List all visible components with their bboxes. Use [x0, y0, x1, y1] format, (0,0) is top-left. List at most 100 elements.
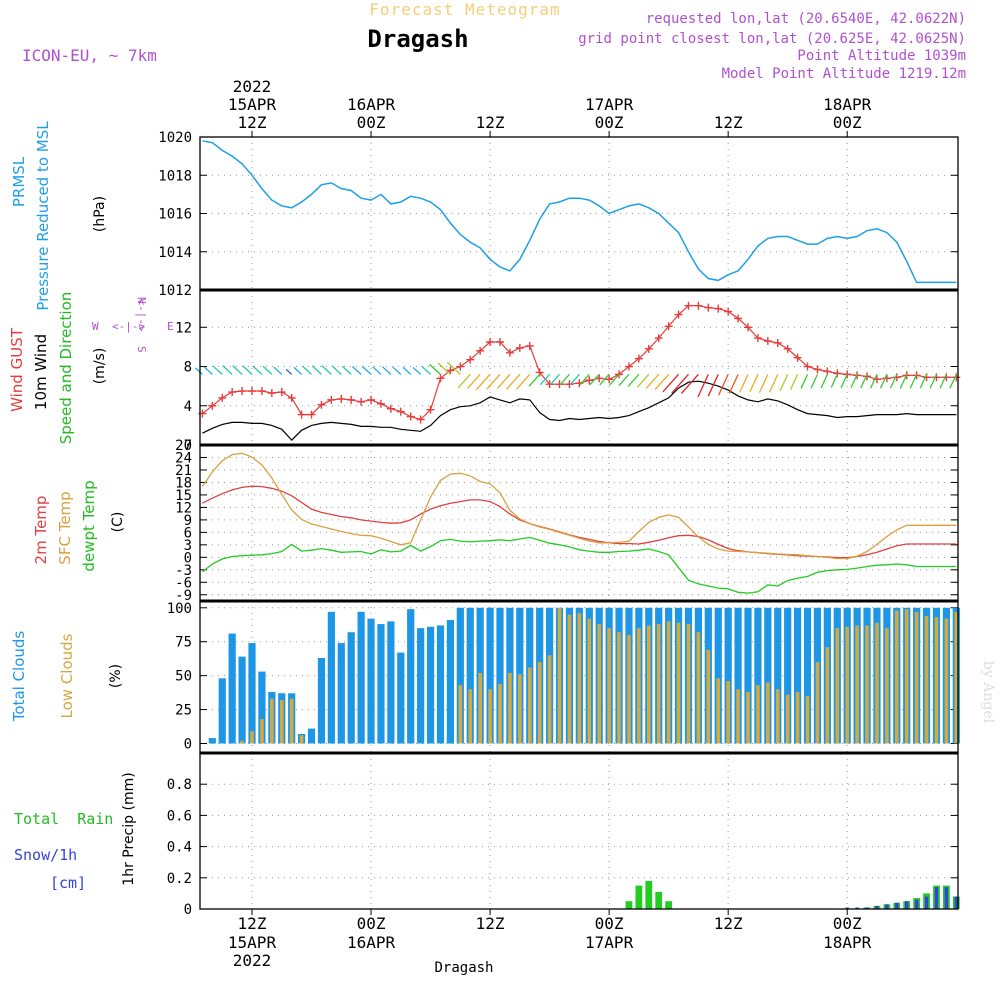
wind-gust-marker: [605, 375, 614, 384]
wind-gust-marker: [674, 310, 683, 319]
total-cloud-bar: [377, 624, 385, 744]
y-tick-label: 9: [184, 513, 192, 529]
y-tick-label: 12: [175, 500, 192, 516]
low-cloud-bar: [775, 689, 780, 744]
wind-direction-arrow: [293, 366, 303, 375]
total-cloud-bar: [784, 607, 792, 744]
model-name: ICON-EU, ~ 7km: [22, 46, 157, 65]
rain-bar: [645, 880, 653, 909]
low-cloud-bar: [914, 611, 919, 744]
temp-label-dewpt: dewpt Temp: [80, 480, 98, 571]
temp-sfc-line: [201, 452, 957, 560]
wind-direction-arrow: [697, 374, 709, 398]
y-tick-label: 0: [184, 902, 192, 918]
total-cloud-bar: [208, 738, 216, 744]
wind-gust-marker: [664, 322, 673, 331]
y-tick-label: 100: [167, 601, 192, 617]
panel-frame: [199, 752, 959, 910]
total-cloud-bar: [754, 607, 762, 744]
panel-labels: PRMSL Pressure Reduced to MSL (hPa) Wind…: [8, 121, 174, 892]
wind-gust-marker: [337, 394, 346, 403]
pressure-label-2: Pressure Reduced to MSL: [34, 121, 52, 311]
y-tick-label: 8: [184, 360, 192, 376]
wind-direction-arrow: [589, 373, 600, 386]
wind-direction-arrow: [341, 365, 352, 375]
low-cloud-bar: [547, 655, 552, 744]
y-tick-label: 1012: [158, 283, 192, 299]
wind-direction-arrow: [790, 374, 799, 390]
bottom-day-label: 18APR: [823, 933, 872, 952]
low-cloud-bar: [875, 622, 879, 744]
wind-gust-marker: [714, 304, 723, 313]
wind-direction-arrow: [707, 374, 719, 397]
wind-gust-marker: [634, 354, 643, 363]
snow-bar: [845, 907, 849, 909]
wind-direction-arrow: [769, 374, 779, 393]
wind-direction-arrow: [252, 365, 263, 375]
wind-direction-arrow: [662, 373, 680, 393]
wind-direction-arrow: [939, 374, 947, 389]
wind-gust-marker: [476, 346, 485, 355]
wind-gust-marker: [724, 307, 733, 316]
wind-direction-arrow: [516, 373, 531, 390]
wind-direction-arrow: [870, 374, 878, 389]
wind-gust-marker: [505, 348, 514, 357]
total-cloud-bar: [486, 607, 494, 744]
low-cloud-bar: [508, 672, 512, 744]
wind-direction-arrow: [569, 373, 580, 386]
wind-gust-marker: [228, 388, 237, 397]
wind-direction-arrow: [539, 373, 551, 386]
wind-direction-arrow: [728, 374, 739, 394]
clouds-unit: (%): [108, 664, 124, 688]
wind-direction-arrow: [579, 373, 590, 386]
low-cloud-bar: [270, 698, 274, 744]
wind-direction-arrow: [929, 374, 938, 389]
snow-bar: [875, 905, 879, 909]
wind-gust-marker: [694, 301, 703, 310]
wind-direction-arrow: [608, 373, 620, 386]
top-hour-label: 00Z: [357, 113, 386, 132]
snow-bar: [885, 904, 889, 909]
temp-label-2m: 2m Temp: [32, 496, 50, 565]
low-cloud-bar: [954, 611, 959, 744]
wind-gust-marker: [803, 362, 812, 371]
low-cloud-bar: [656, 624, 661, 744]
precip-label-rain: Total Rain: [14, 810, 113, 828]
wind-direction-arrow: [810, 374, 819, 389]
snow-bar: [905, 901, 909, 909]
y-tick-label: 0: [184, 550, 192, 566]
y-tick-label: 25: [175, 703, 192, 719]
total-cloud-bar: [724, 607, 732, 744]
total-cloud-bar: [407, 609, 415, 744]
low-cloud-bar: [766, 682, 770, 744]
wind-direction-arrow: [599, 373, 610, 386]
wind-gust-marker: [486, 337, 495, 346]
wind-gust-marker: [823, 367, 832, 376]
compass-s: S: [135, 346, 148, 353]
wind-direction-arrow: [412, 366, 422, 375]
wind-direction-arrow: [203, 366, 213, 375]
top-day-label: 17APR: [585, 95, 634, 114]
bottom-hour-label: 00Z: [357, 914, 386, 933]
wind-direction-arrow: [496, 373, 511, 389]
low-cloud-bar: [577, 613, 582, 744]
low-cloud-bar: [557, 607, 562, 744]
y-tick-label: 1020: [158, 130, 192, 146]
total-cloud-bar: [307, 728, 316, 744]
wind-gust-marker: [793, 353, 802, 362]
wind-gust-marker: [773, 338, 782, 347]
total-cloud-bar: [496, 607, 504, 744]
total-cloud-bar: [387, 621, 395, 744]
wind-gust-marker: [496, 337, 504, 346]
wind-direction-arrow: [671, 373, 689, 394]
y-tick-label: 1016: [158, 207, 192, 223]
temp-unit: (C): [110, 512, 126, 533]
wind-direction-arrow: [311, 365, 322, 375]
snow-bar: [895, 902, 899, 909]
y-tick-label: 24: [175, 450, 192, 466]
total-cloud-bar: [803, 607, 812, 744]
wind-gust-marker: [396, 407, 405, 416]
wind-direction-arrow: [528, 373, 541, 387]
wind-gust-marker: [863, 372, 872, 381]
wind-gust-marker: [267, 389, 276, 398]
